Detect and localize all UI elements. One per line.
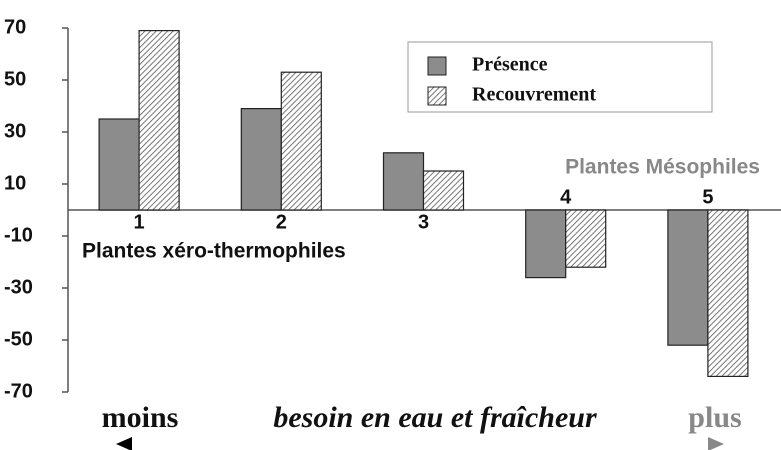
bar — [525, 209, 567, 279]
bar — [667, 209, 709, 346]
legend-label: Présence — [472, 54, 548, 76]
x-tick-label: 4 — [560, 186, 572, 208]
arrow — [116, 437, 724, 450]
legend-label: Recouvrement — [472, 84, 596, 106]
x-tick-label: 3 — [418, 211, 429, 233]
y-tick-label: 70 — [4, 16, 26, 38]
axis-right-label: plus — [688, 401, 741, 434]
y-tick-label: -70 — [4, 380, 33, 402]
bar — [98, 118, 140, 211]
y-tick-label: -30 — [4, 276, 33, 298]
annotation: Plantes Mésophiles — [565, 156, 760, 179]
bar — [422, 170, 465, 211]
annotation: Plantes xéro-thermophiles — [82, 240, 346, 263]
bar — [707, 209, 749, 377]
bar — [138, 30, 180, 211]
y-tick-label: -10 — [4, 224, 33, 246]
y-tick-label: -50 — [4, 328, 33, 350]
legend-box — [407, 41, 713, 113]
y-tick-label: 50 — [4, 68, 26, 90]
y-tick-label: 10 — [4, 172, 26, 194]
axis-left-label: moins — [102, 401, 179, 434]
legend-swatch — [427, 86, 447, 106]
legend-swatch — [427, 56, 447, 76]
bar — [280, 71, 322, 211]
x-tick-label: 5 — [702, 186, 713, 208]
axis-label: besoin en eau et fraîcheur — [273, 401, 597, 434]
x-tick-label: 1 — [134, 211, 145, 233]
x-tick-label: 2 — [276, 211, 287, 233]
y-tick-label: 30 — [4, 120, 26, 142]
bar — [382, 152, 425, 211]
bar — [565, 209, 607, 268]
bar — [240, 107, 282, 211]
